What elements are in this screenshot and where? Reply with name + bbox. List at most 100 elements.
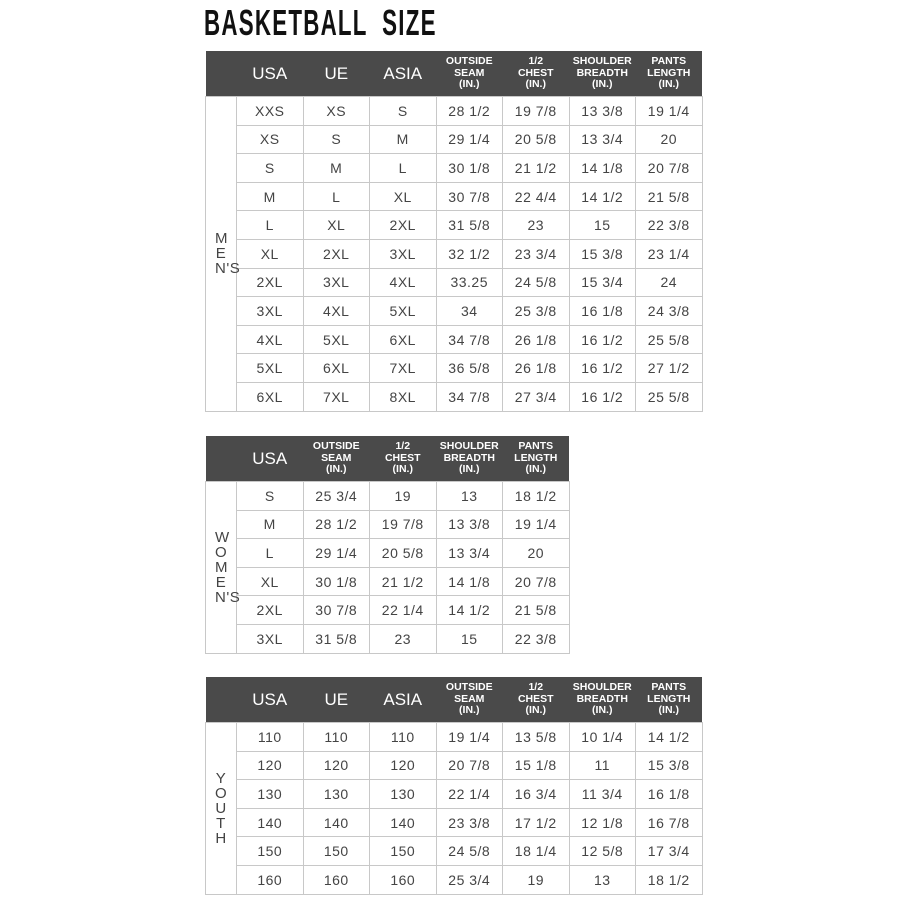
- table-cell: 160: [236, 864, 304, 895]
- table-cell: S: [302, 124, 370, 155]
- table-cell: 15: [435, 623, 503, 654]
- table-cell: 4XL: [302, 296, 370, 326]
- table-cell: 13: [568, 864, 636, 895]
- table-cell: 19 1/4: [435, 722, 503, 752]
- table-cell: 36 5/8: [435, 353, 503, 383]
- table-cell: 19 1/4: [502, 509, 570, 540]
- header-row: USA OUTSIDE SEAM (IN.) 1/2 CHEST (IN.) SHOULDER…: [205, 436, 569, 482]
- table-cell: 3XL: [369, 238, 437, 269]
- table-cell: 20 5/8: [369, 538, 437, 568]
- column-header: USA: [236, 51, 303, 97]
- table-cell: 25 3/4: [435, 864, 503, 895]
- table-row: S M L 30 1/8 21 1/2 14 1/8 20 7/8: [206, 153, 703, 183]
- column-header: PANTS LENGTH (IN.): [635, 677, 702, 723]
- header-corner: [205, 51, 237, 97]
- table-cell: L: [236, 538, 304, 568]
- column-header: OUTSIDE SEAM (IN.): [303, 436, 370, 482]
- table-row: 3XL 31 5/8 23 15 22 3/8: [206, 623, 570, 654]
- table-cell: 12 1/8: [568, 807, 636, 838]
- table-cell: M: [236, 509, 304, 540]
- table-cell: 14 1/8: [435, 566, 503, 597]
- header-corner: [205, 677, 237, 723]
- table-cell: 32 1/2: [435, 238, 503, 269]
- table-row: M 28 1/2 19 7/8 13 3/8 19 1/4: [206, 509, 570, 540]
- table-cell: S: [236, 153, 304, 183]
- table-cell: XL: [236, 238, 304, 269]
- table-cell: 16 1/2: [568, 353, 636, 383]
- table-cell: 34 7/8: [435, 381, 503, 412]
- column-header-line: LENGTH: [647, 692, 691, 705]
- table-row: 140 140 140 23 3/8 17 1/2 12 1/8 16 7/8: [206, 807, 703, 838]
- column-header-line: 1/2: [395, 440, 411, 453]
- table-cell: 20 7/8: [435, 750, 503, 781]
- table-row: WOMEN'S S 25 3/4 19 13 18 1/2: [205, 481, 570, 654]
- header-row: USA UE ASIA OUTSIDE SEAM (IN.) 1/2 CHEST (IN.) SH…: [205, 51, 702, 97]
- category-label: WOMEN'S: [205, 481, 241, 654]
- column-header-line: OUTSIDE: [445, 55, 493, 68]
- table-cell: 3XL: [236, 623, 304, 654]
- column-header: ASIA: [369, 51, 436, 97]
- table-row: XL 30 1/8 21 1/2 14 1/8 20 7/8: [206, 566, 570, 597]
- table-cell: 8XL: [369, 381, 437, 412]
- column-header-line: CHEST: [517, 692, 554, 705]
- category-label: YOUTH: [205, 722, 237, 895]
- table-cell: 29 1/4: [302, 538, 370, 568]
- column-header: USA: [236, 436, 303, 482]
- table-cell: 110: [302, 722, 370, 752]
- table-cell: 23 3/8: [435, 807, 503, 838]
- table-cell: 120: [236, 750, 304, 781]
- column-header: 1/2 CHEST (IN.): [502, 51, 569, 97]
- column-header-line: OUTSIDE: [312, 440, 360, 453]
- table-cell: 31 5/8: [435, 210, 503, 240]
- table-cell: 27 3/4: [502, 381, 570, 412]
- column-header: ASIA: [369, 677, 436, 723]
- column-header-line: SHOULDER: [572, 681, 632, 694]
- table-row: 6XL 7XL 8XL 34 7/8 27 3/4 16 1/2 25 5/8: [206, 381, 703, 412]
- table-cell: M: [236, 181, 304, 212]
- column-header: OUTSIDE SEAM (IN.): [436, 677, 503, 723]
- table-cell: 14 1/2: [635, 722, 703, 752]
- table-cell: 16 1/8: [568, 296, 636, 326]
- category-label: MEN'S: [205, 96, 240, 412]
- category-label-text: WOMEN'S: [215, 528, 241, 606]
- table-cell: 13 3/4: [568, 124, 636, 155]
- column-header-line: USA: [252, 63, 288, 83]
- table-cell: XS: [236, 124, 304, 155]
- table-cell: M: [302, 153, 370, 183]
- column-header: 1/2 CHEST (IN.): [502, 677, 569, 723]
- table-cell: 160: [369, 864, 437, 895]
- column-header-line: LENGTH: [514, 451, 558, 464]
- table-cell: 21 5/8: [635, 181, 703, 212]
- table-cell: 25 5/8: [635, 381, 703, 412]
- table-cell: 120: [302, 750, 370, 781]
- table-row: XL 2XL 3XL 32 1/2 23 3/4 15 3/8 23 1/4: [206, 238, 703, 269]
- table-cell: 13 3/8: [568, 96, 636, 126]
- table-cell: XL: [236, 566, 304, 597]
- column-header-line: SHOULDER: [439, 440, 499, 453]
- column-header-line: CHEST: [384, 451, 421, 464]
- table-cell: 14 1/8: [568, 153, 636, 183]
- column-header: PANTS LENGTH (IN.): [635, 51, 702, 97]
- table-row: XS S M 29 1/4 20 5/8 13 3/4 20: [206, 124, 703, 155]
- table-row: MEN'S XXS XS S 28 1/2 19 7/8 13 3/8 19 1/4: [205, 96, 703, 412]
- table-cell: 30 1/8: [302, 566, 370, 597]
- table-cell: 22 1/4: [369, 595, 437, 625]
- table-cell: 28 1/2: [435, 96, 503, 126]
- column-header-line: (IN.): [658, 704, 679, 717]
- table-cell: S: [369, 96, 437, 126]
- table-cell: 140: [369, 807, 437, 838]
- table-cell: 13 3/4: [435, 538, 503, 568]
- table-cell: 22 3/8: [635, 210, 703, 240]
- table-cell: 140: [302, 807, 370, 838]
- column-header: USA: [236, 677, 303, 723]
- table-cell: 5XL: [369, 296, 437, 326]
- table-cell: 21 1/2: [369, 566, 437, 597]
- category-label-text: YOUTH: [215, 769, 228, 847]
- column-header: 1/2 CHEST (IN.): [369, 436, 436, 482]
- table-cell: XXS: [236, 96, 304, 126]
- table-cell: XL: [302, 210, 370, 240]
- column-header-line: CHEST: [517, 66, 554, 79]
- table-cell: 130: [302, 779, 370, 809]
- table-cell: 33.25: [435, 267, 503, 298]
- table-cell: 20 7/8: [502, 566, 570, 597]
